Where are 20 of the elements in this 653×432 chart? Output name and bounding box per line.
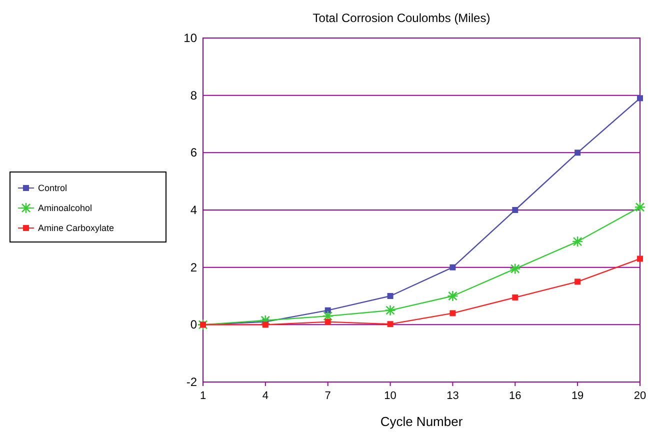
legend-label: Amine Carboxylate [38,223,114,233]
x-tick-label: 4 [262,390,268,402]
x-tick-label: 20 [634,390,646,402]
legend-label: Control [38,183,68,193]
y-tick-label: 0 [190,318,198,332]
x-tick-label: 13 [446,390,459,402]
y-tick-label: 8 [190,88,198,102]
y-tick-label: 2 [190,260,198,274]
x-tick-label: 19 [571,390,584,402]
x-tick-label: 1 [200,390,206,402]
y-tick-label: 6 [190,146,198,160]
x-axis-title: Cycle Number [380,414,464,429]
y-tick-label: -2 [186,375,198,389]
x-tick-label: 10 [384,390,396,402]
x-tick-label: 7 [324,390,331,402]
y-tick-label: 4 [190,203,198,217]
x-tick-label: 16 [509,390,522,402]
y-tick-label: 10 [184,31,198,45]
chart-title: Total Corrosion Coulombs (Miles) [312,11,490,25]
legend-label: Aminoalcohol [38,203,92,213]
